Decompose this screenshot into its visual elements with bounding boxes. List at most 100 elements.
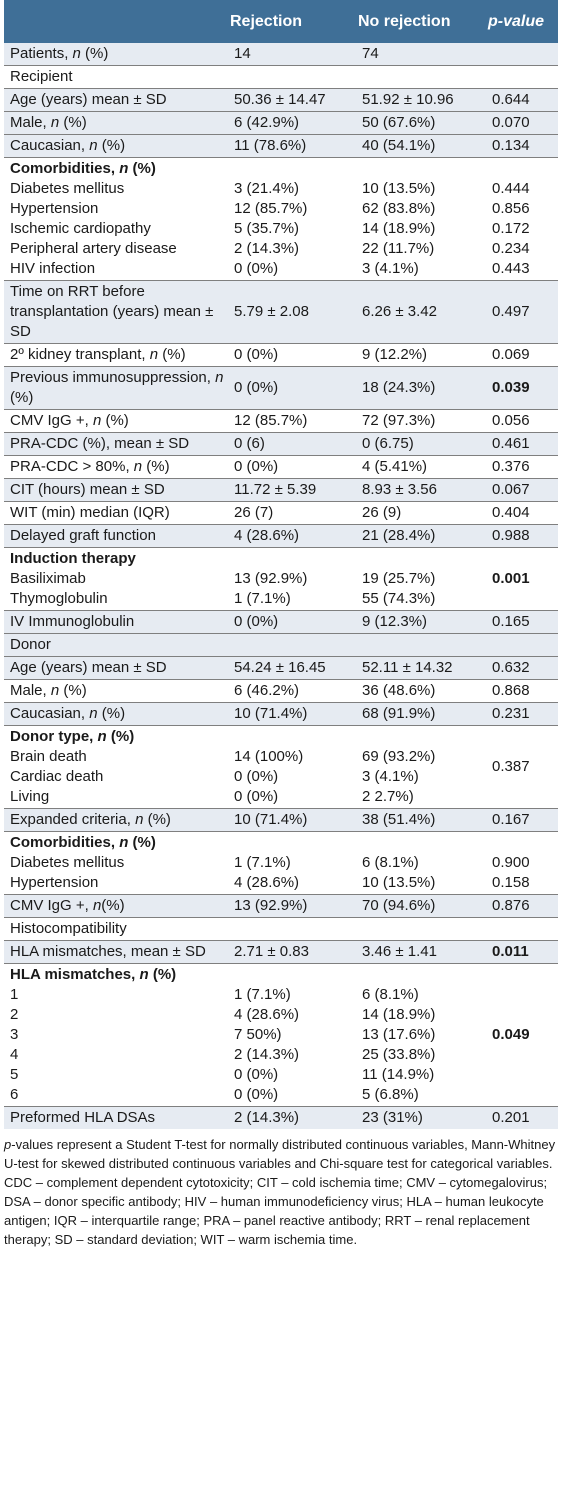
document: Rejection No rejection p-value Patients,… — [4, 0, 558, 1247]
footnote-p-italic: p — [4, 1137, 12, 1152]
pvalue-cell: 0.644 — [492, 91, 530, 108]
group-item-label: 4 — [10, 1046, 19, 1063]
row-label: HLA mismatches, n (%) 1 2 3 4 5 6 — [4, 964, 226, 1107]
group-item-rejection: 2 (14.3%) — [234, 240, 300, 257]
group-item-rejection: 3 (21.4%) — [234, 180, 300, 197]
rejection-cell: 12 (85.7%) — [234, 412, 308, 429]
no-rejection-cell: 72 (97.3%) — [362, 412, 436, 429]
pvalue-cell: 0.404 — [492, 504, 530, 521]
row-label: Male, n (%) — [10, 114, 87, 131]
group-item-label: 1 — [10, 986, 19, 1003]
no-rejection-cell: 9 (12.2%) — [362, 346, 428, 363]
group-item-label: 3 — [10, 1026, 19, 1043]
group-item-no-rejection: 3 (4.1%) — [362, 260, 419, 277]
rejection-cell: 3 (21.4%) 12 (85.7%) 5 (35.7%) 2 (14.3%) 0 (… — [226, 158, 354, 281]
no-rejection-cell: 19 (25.7%) 55 (74.3%) — [354, 548, 484, 611]
rejection-cell — [226, 66, 354, 89]
pvalue-cell: 0.900 0.158 — [484, 832, 558, 895]
pvalue-cell: 0.868 — [492, 682, 530, 699]
group-item-pvalue: 0.900 — [492, 854, 530, 871]
rejection-cell: 5.79 ± 2.08 — [234, 303, 309, 320]
group-item-rejection: 0 (0%) — [234, 1066, 279, 1083]
group-pvalue: 0.049 — [492, 1026, 530, 1043]
table-row: WIT (min) median (IQR) 26 (7) 26 (9) 0.404 — [4, 501, 558, 525]
group-item-pvalue: 0.443 — [492, 260, 530, 277]
group-item-no-rejection: 11 (14.9%) — [362, 1066, 435, 1083]
row-label: Comorbidities, n (%) Diabetes mellitus Hyp… — [4, 158, 226, 281]
no-rejection-cell: 21 (28.4%) — [362, 527, 436, 544]
table-row: PRA-CDC (%), mean ± SD 0 (6) 0 (6.75) 0.461 — [4, 432, 558, 456]
table-row: Preformed HLA DSAs 2 (14.3%) 23 (31%) 0.201 — [4, 1106, 558, 1129]
group-item-rejection: 0 (0%) — [234, 1086, 279, 1103]
row-label: CMV IgG +, n(%) — [10, 897, 125, 914]
row-label: IV Immunoglobulin — [10, 613, 135, 630]
group-item-rejection: 14 (100%) — [234, 748, 304, 765]
row-label: Delayed graft function — [10, 527, 156, 544]
no-rejection-cell: 6.26 ± 3.42 — [362, 303, 437, 320]
pvalue-cell: 0.056 — [492, 412, 530, 429]
group-item-no-rejection: 13 (17.6%) — [362, 1026, 436, 1043]
group-heading: Comorbidities, n (%) — [10, 160, 156, 177]
table-row: IV Immunoglobulin 0 (0%) 9 (12.3%) 0.165 — [4, 610, 558, 634]
no-rejection-cell: 40 (54.1%) — [362, 137, 436, 154]
row-label: HLA mismatches, mean ± SD — [10, 943, 206, 960]
table-row: Expanded criteria, n (%) 10 (71.4%) 38 (51… — [4, 808, 558, 832]
rejection-cell: 14 (100%) 0 (0%) 0 (0%) — [226, 726, 354, 809]
table-row: Age (years) mean ± SD 50.36 ± 14.47 51.92 … — [4, 88, 558, 112]
table-row: Caucasian, n (%) 10 (71.4%) 68 (91.9%) 0.23… — [4, 702, 558, 726]
table-row: Histocompatibility — [4, 917, 558, 941]
group-item-no-rejection: 25 (33.8%) — [362, 1046, 436, 1063]
group-item-no-rejection: 69 (93.2%) — [362, 748, 436, 765]
no-rejection-cell: 38 (51.4%) — [362, 811, 436, 828]
group-item-no-rejection: 19 (25.7%) — [362, 570, 436, 587]
row-label: Comorbidities, n (%) Diabetes mellitus Hyp… — [4, 832, 226, 895]
row-label: 2º kidney transplant, n (%) — [10, 346, 186, 363]
group-item-rejection: 1 (7.1%) — [234, 986, 291, 1003]
no-rejection-cell: 51.92 ± 10.96 — [362, 91, 454, 108]
no-rejection-cell: 69 (93.2%) 3 (4.1%) 2 2.7%) — [354, 726, 484, 809]
pvalue-cell: 0.497 — [492, 303, 530, 320]
group-item-no-rejection: 5 (6.8%) — [362, 1086, 419, 1103]
table-row: Comorbidities, n (%) Diabetes mellitus Hyp… — [4, 831, 558, 895]
group-item-no-rejection: 6 (8.1%) — [362, 854, 419, 871]
rejection-cell: 0 (6) — [234, 435, 265, 452]
pvalue-cell: 0.001 — [484, 548, 558, 611]
group-item-label: 2 — [10, 1006, 19, 1023]
table-row: Caucasian, n (%) 11 (78.6%) 40 (54.1%) 0.13… — [4, 134, 558, 158]
table-row: 2º kidney transplant, n (%) 0 (0%) 9 (12.2… — [4, 343, 558, 367]
table-row: Male, n (%) 6 (42.9%) 50 (67.6%) 0.070 — [4, 111, 558, 135]
group-item-label: 6 — [10, 1086, 19, 1103]
rejection-cell: 0 (0%) — [234, 458, 279, 475]
no-rejection-cell: 4 (5.41%) — [362, 458, 428, 475]
no-rejection-cell: 10 (13.5%) 62 (83.8%) 14 (18.9%) 22 (11.7%)… — [354, 158, 484, 281]
row-label: Caucasian, n (%) — [10, 705, 126, 722]
rejection-cell: 50.36 ± 14.47 — [234, 91, 326, 108]
group-pvalue: 0.001 — [492, 570, 530, 587]
rejection-cell: 1 (7.1%) 4 (28.6%) — [226, 832, 354, 895]
rejection-cell: 13 (92.9%) — [234, 897, 308, 914]
rejection-cell: 11 (78.6%) — [234, 137, 307, 154]
rejection-cell: 4 (28.6%) — [234, 527, 300, 544]
no-rejection-cell: 23 (31%) — [362, 1109, 423, 1126]
group-item-label: Brain death — [10, 748, 87, 765]
pvalue-cell: 0.231 — [492, 705, 530, 722]
row-label: PRA-CDC (%), mean ± SD — [10, 435, 190, 452]
no-rejection-cell: 26 (9) — [362, 504, 402, 521]
table-row: Patients, n (%) 14 74 — [4, 43, 558, 66]
rejection-cell: 26 (7) — [234, 504, 274, 521]
pvalue-cell: 0.069 — [492, 346, 530, 363]
no-rejection-cell: 50 (67.6%) — [362, 114, 436, 131]
group-heading: HLA mismatches, n (%) — [10, 966, 177, 983]
group-item-no-rejection: 10 (13.5%) — [362, 874, 436, 891]
group-item-label: HIV infection — [10, 260, 96, 277]
pvalue-cell — [484, 66, 558, 89]
rejection-cell: 1 (7.1%) 4 (28.6%) 7 50%) 2 (14.3%) 0 (0%) 0 … — [226, 964, 354, 1107]
table-row: CMV IgG +, n(%) 13 (92.9%) 70 (94.6%) 0.876 — [4, 894, 558, 918]
results-table: Rejection No rejection p-value Patients,… — [4, 0, 558, 1129]
no-rejection-cell: 6 (8.1%) 10 (13.5%) — [354, 832, 484, 895]
group-item-no-rejection: 3 (4.1%) — [362, 768, 419, 785]
row-label: PRA-CDC > 80%, n (%) — [10, 458, 170, 475]
rejection-cell: 2 (14.3%) — [234, 1109, 300, 1126]
group-item-rejection: 4 (28.6%) — [234, 874, 300, 891]
pvalue-cell: 0.632 — [492, 659, 530, 676]
